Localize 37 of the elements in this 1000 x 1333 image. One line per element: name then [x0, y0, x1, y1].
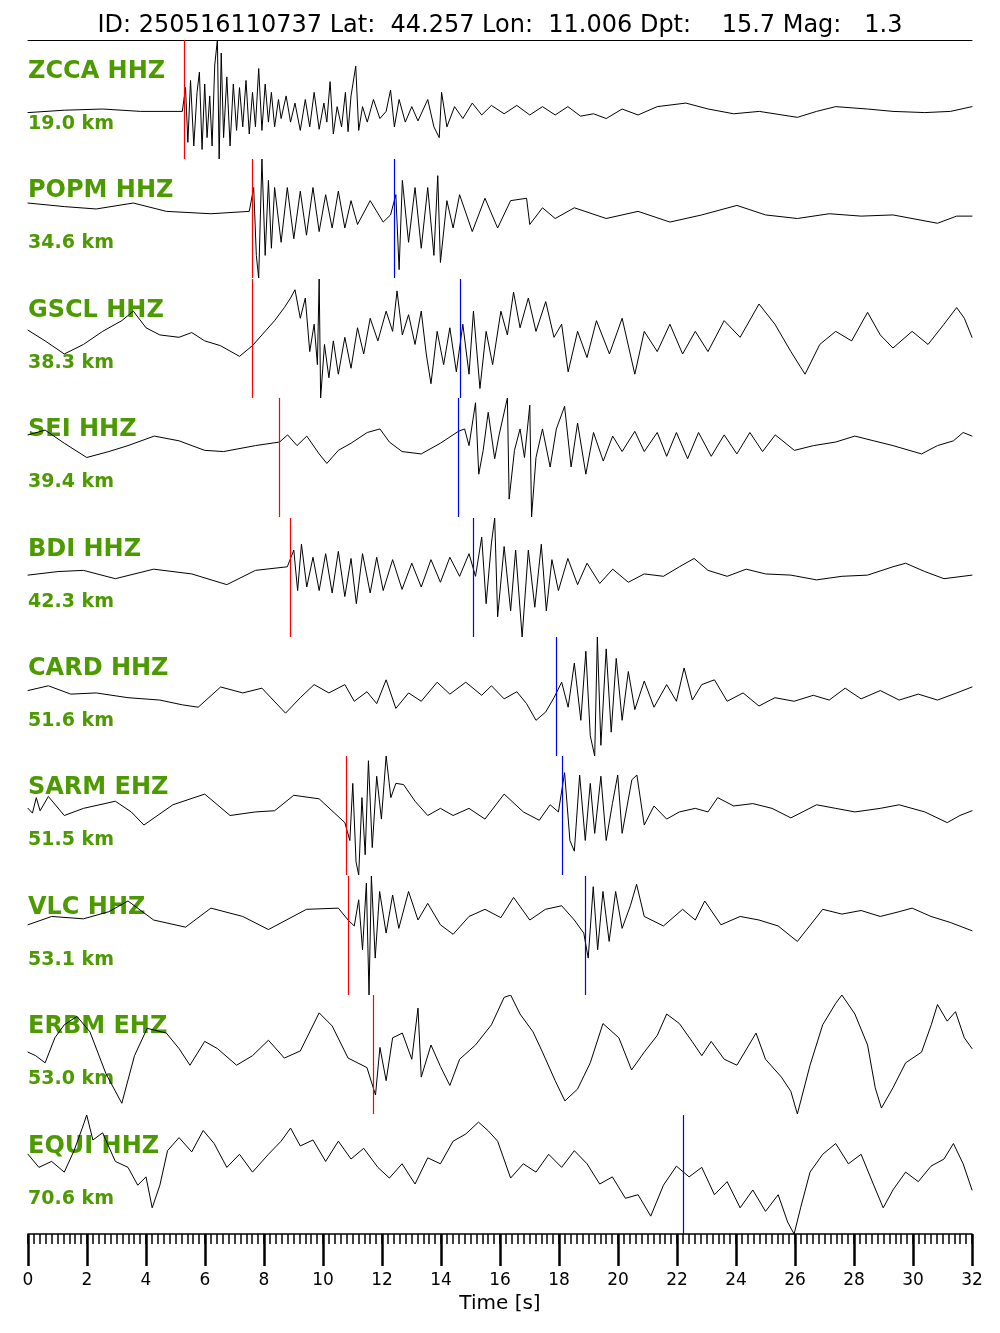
- series-label: BDI HHZ: [28, 533, 142, 562]
- annotation: 53.0 km: [28, 1066, 114, 1089]
- x-tick-label: 6: [199, 1268, 211, 1289]
- annotation: 53.1 km: [28, 946, 114, 969]
- x-axis-title: Time [s]: [458, 1289, 541, 1314]
- x-tick-label: 8: [258, 1268, 270, 1289]
- x-tick-label: 30: [902, 1268, 924, 1289]
- annotation: 42.3 km: [28, 588, 114, 611]
- annotation: 51.6 km: [28, 708, 114, 730]
- x-tick-label: 20: [607, 1268, 629, 1289]
- annotation: 70.6 km: [28, 1185, 114, 1208]
- x-tick-label: 28: [843, 1268, 865, 1289]
- series-label: ZCCA HHZ: [28, 56, 166, 84]
- x-tick-label: 12: [371, 1268, 393, 1289]
- x-tick-label: 18: [548, 1268, 570, 1289]
- chart-title: ID: 250516110737 Lat: 44.257 Lon: 11.006 Dpt: 15.7 Mag: 1.3: [97, 10, 903, 38]
- x-tick-label: 10: [312, 1268, 334, 1289]
- annotation: 39.4 km: [28, 469, 114, 492]
- x-tick-label: 24: [725, 1268, 747, 1289]
- x-tick-label: 2: [81, 1268, 93, 1289]
- x-tick-label: 4: [140, 1268, 152, 1289]
- series-label: CARD HHZ: [28, 653, 169, 681]
- x-tick-label: 0: [22, 1268, 34, 1289]
- x-tick-label: 26: [784, 1268, 806, 1289]
- x-tick-label: 16: [489, 1268, 511, 1289]
- annotation: 34.6 km: [28, 230, 114, 253]
- x-tick-label: 22: [666, 1268, 688, 1289]
- series-label: GSCL HHZ: [28, 294, 164, 323]
- annotation: 19.0 km: [28, 111, 114, 133]
- series-label: SEI HHZ: [28, 414, 137, 443]
- series-label: EQUI HHZ: [28, 1130, 160, 1159]
- x-tick-label: 14: [430, 1268, 452, 1289]
- annotation: 38.3 km: [28, 349, 114, 372]
- series-label: SARM EHZ: [28, 772, 169, 801]
- series-label: POPM HHZ: [28, 175, 174, 204]
- x-tick-label: 32: [961, 1268, 983, 1289]
- annotation: 51.5 km: [28, 827, 114, 850]
